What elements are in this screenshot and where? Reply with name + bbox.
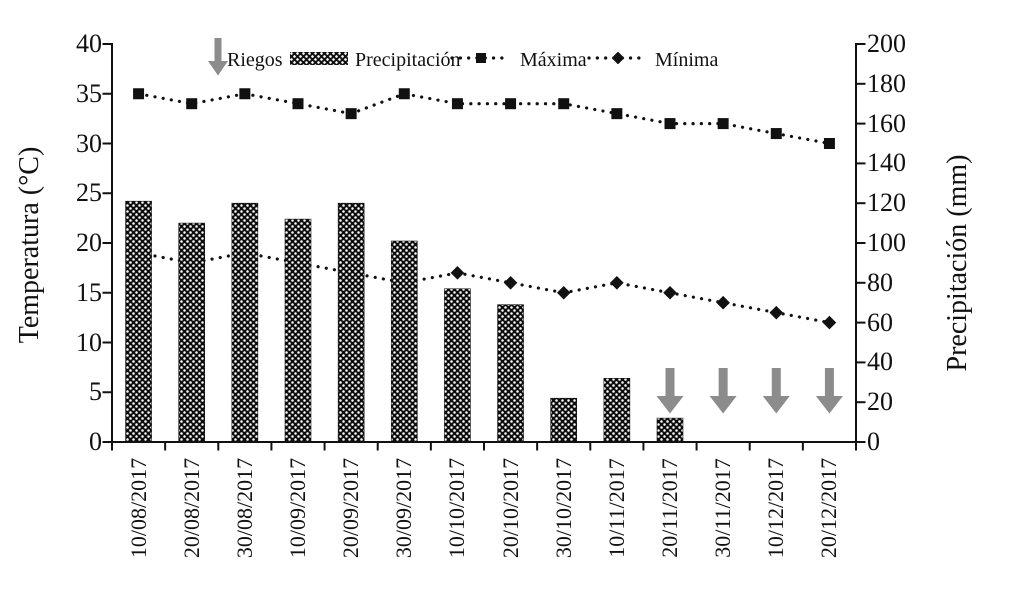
maxima-marker [133, 88, 145, 100]
date-label: 10/09/2017 [285, 457, 310, 559]
maxima-marker [770, 128, 782, 140]
maxima-marker [611, 108, 623, 120]
minima-marker [503, 276, 518, 290]
left-tick-label: 35 [76, 78, 102, 108]
maxima-marker [717, 118, 729, 130]
minima-line-icon [587, 52, 649, 64]
date-label: 20/08/2017 [178, 457, 204, 559]
left-tick-label: 25 [76, 178, 102, 208]
minima-marker [822, 315, 837, 330]
precipitation-bar [603, 378, 631, 443]
maxima-marker [823, 138, 835, 149]
precipitation-bar [656, 417, 684, 443]
legend-label-precipitacion: Precipitación [355, 49, 461, 71]
minima-marker [769, 305, 784, 320]
date-label: 30/11/2017 [710, 458, 736, 558]
minima-marker [450, 266, 465, 280]
date-label: 30/09/2017 [391, 457, 417, 559]
maxima-marker [292, 98, 304, 110]
riego-arrow [815, 368, 843, 414]
left-axis-title: Temperatura (°C) [14, 146, 45, 344]
precipitation-bar [231, 202, 259, 443]
riego-arrow [656, 368, 684, 414]
right-tick-label: 0 [867, 427, 880, 456]
riego-arrow [709, 368, 737, 414]
right-tick-label: 180 [867, 68, 906, 98]
right-tick-label: 200 [867, 29, 906, 58]
right-tick-label: 20 [867, 387, 893, 417]
maxima-marker [451, 98, 463, 110]
right-tick-label: 80 [867, 267, 893, 297]
maxima-marker [558, 98, 570, 110]
precipitation-bar [284, 218, 312, 443]
date-label: 10/11/2017 [603, 458, 629, 558]
left-tick-label: 40 [76, 29, 102, 58]
precipitation-bar [550, 397, 578, 443]
precipitation-bar [125, 200, 152, 443]
right-tick-label: 160 [867, 108, 906, 138]
maxima-marker [505, 98, 517, 110]
legend-label-minima: Mínima [655, 49, 719, 71]
riego-arrow [762, 368, 790, 414]
precipitation-bar [337, 202, 365, 443]
precipitation-bar [497, 304, 524, 443]
precipitation-bar [390, 240, 418, 443]
date-label: 30/08/2017 [231, 457, 257, 559]
maxima-marker [239, 88, 251, 100]
minima-marker [663, 285, 677, 300]
date-label: 20/12/2017 [816, 457, 842, 559]
maxima-line-icon [450, 53, 512, 63]
date-label: 20/10/2017 [497, 457, 523, 559]
left-tick-label: 10 [76, 327, 102, 357]
maxima-marker [186, 98, 198, 110]
right-tick-label: 100 [867, 228, 906, 257]
left-tick-label: 5 [89, 377, 102, 407]
date-label: 10/10/2017 [444, 457, 470, 559]
legend-label-maxima: Máxima [520, 49, 587, 71]
minima-marker [556, 285, 571, 300]
precipitation-bar [444, 288, 471, 443]
date-label: 20/11/2017 [657, 458, 682, 558]
right-tick-label: 40 [867, 347, 893, 377]
maxima-marker [345, 108, 357, 120]
maxima-line [137, 92, 831, 146]
axes [102, 43, 866, 451]
riegos-arrow-icon [208, 38, 228, 76]
right-tick-label: 120 [867, 188, 906, 218]
right-axis-title: Precipitación (mm) [942, 154, 973, 372]
left-tick-label: 15 [76, 277, 102, 307]
right-tick-label: 140 [867, 148, 906, 178]
left-tick-label: 20 [76, 228, 102, 257]
left-tick-label: 0 [89, 427, 102, 456]
minima-marker [610, 276, 624, 290]
date-label: 10/12/2017 [763, 457, 789, 559]
minima-marker [716, 295, 730, 310]
date-label: 30/10/2017 [550, 457, 576, 559]
legend-swatch-precipitacion [290, 52, 348, 65]
right-tick-label: 60 [867, 307, 893, 337]
date-label: 20/09/2017 [338, 457, 364, 559]
date-label: 10/08/2017 [125, 457, 151, 559]
precipitation-bar [178, 222, 206, 443]
legend-label-riegos: Riegos [227, 49, 283, 71]
maxima-marker [398, 88, 410, 100]
left-tick-label: 30 [76, 128, 102, 158]
maxima-marker [664, 118, 676, 130]
